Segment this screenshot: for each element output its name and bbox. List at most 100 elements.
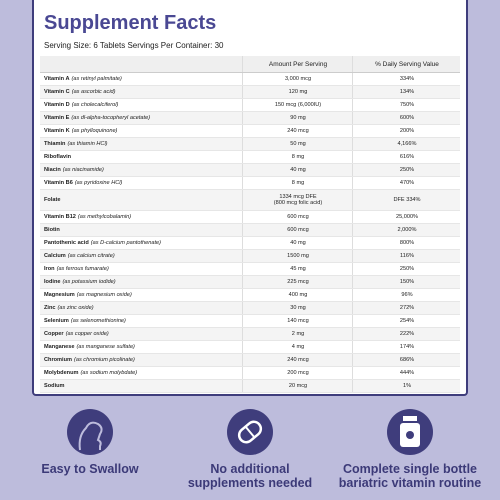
dv-cell: 600%: [352, 112, 461, 124]
dv-cell: 616%: [352, 151, 461, 163]
amount: 140 mcg: [287, 318, 309, 324]
nutrient-source: (as calcium citrate): [67, 253, 115, 259]
table-row: Selenium (as selenomethionine) 140 mcg 254%: [40, 315, 460, 328]
amount: 40 mg: [290, 167, 306, 173]
table-row: Iodine (as potassium iodide) 225 mcg 150%: [40, 276, 460, 289]
amount-cell: 200 mcg: [242, 367, 353, 379]
nutrient-source: (as pyridoxine HCl): [74, 180, 123, 186]
dv-cell: 150%: [352, 276, 461, 288]
nutrient-cell: Vitamin C (as ascorbic acid): [44, 86, 242, 98]
table-row: Pantothenic acid (as D-calcium pantothena…: [40, 237, 460, 250]
amount-cell: 90 mg: [242, 112, 353, 124]
nutrient-name: Vitamin C: [44, 89, 70, 95]
feature-text: Easy to Swallow: [41, 462, 139, 476]
nutrient-source: (as phylloquinone): [71, 128, 118, 134]
nutrient-cell: Biotin: [44, 224, 242, 236]
table-row: Vitamin D (as cholecalciferol) 150 mcg (6,…: [40, 99, 460, 112]
daily-value: 250%: [399, 167, 415, 173]
daily-value: 134%: [399, 89, 415, 95]
daily-value: 1%: [402, 383, 412, 389]
nutrient-name: Folate: [44, 197, 61, 203]
amount-cell: 120 mg: [242, 86, 353, 98]
amount: 40 mg: [290, 240, 306, 246]
amount-cell: 600 mcg: [242, 224, 353, 236]
nutrient-source: (as dl-alpha-tocopheryl acetate): [71, 115, 151, 121]
amount: 150 mcg (6,000IU): [274, 102, 322, 108]
amount-cell: 140 mcg: [242, 315, 353, 327]
amount: 90 mg: [290, 115, 306, 121]
amount-cell: 20 mcg: [242, 380, 353, 392]
nutrient-name: Vitamin D: [44, 102, 70, 108]
amount: 20 mcg: [288, 383, 308, 389]
dv-cell: 686%: [352, 354, 461, 366]
amount: 240 mcg: [287, 357, 309, 363]
pill-icon: [227, 409, 273, 455]
daily-value: 250%: [399, 266, 415, 272]
nutrient-name: Vitamin K: [44, 128, 70, 134]
daily-value: 2,000%: [397, 227, 417, 233]
amount-cell: 8 mg: [242, 177, 353, 189]
column-header: % Daily Serving Value: [352, 56, 461, 72]
nutrient-name: Zinc: [44, 305, 56, 311]
nutrient-cell: Vitamin K (as phylloquinone): [44, 125, 242, 137]
daily-value: 116%: [400, 253, 414, 259]
nutrient-name: Calcium: [44, 253, 66, 259]
amount: 8 mg: [291, 154, 305, 160]
amount: 240 mcg: [287, 128, 309, 134]
feature-text: supplements needed: [187, 476, 313, 490]
dv-cell: 444%: [352, 367, 461, 379]
dv-cell: 250%: [352, 263, 461, 275]
nutrient-cell: Magnesium (as magnesium oxide): [44, 289, 242, 301]
amount-cell: 150 mcg (6,000IU): [242, 99, 353, 111]
nutrient-cell: Vitamin A (as retinyl palmitate): [44, 73, 242, 85]
daily-value: 444%: [399, 370, 415, 376]
nutrient-cell: Selenium (as selenomethionine): [44, 315, 242, 327]
daily-value: 174%: [399, 344, 415, 350]
table-row: Manganese (as manganese sulfate) 4 mg 174%: [40, 341, 460, 354]
amount-cell: 40 mg: [242, 237, 353, 249]
amount: 400 mg: [288, 292, 308, 298]
nutrient-name: Iron: [44, 266, 55, 272]
daily-value: 222%: [399, 331, 415, 337]
amount-cell: 3,000 mcg: [242, 73, 353, 85]
amount-cell: 1334 mcg DFE (800 mcg folic acid): [242, 190, 353, 210]
feature-text: No additional: [210, 462, 290, 476]
column-header: Amount Per Serving: [242, 56, 353, 72]
table-row: Vitamin B12 (as methylcobalamin) 600 mcg 25…: [40, 211, 460, 224]
table-row: Niacin (as niacinamide) 40 mg 250%: [40, 164, 460, 177]
nutrient-name: Riboflavin: [44, 154, 72, 160]
dv-cell: 250%: [352, 164, 461, 176]
nutrient-source: (as selenomethionine): [70, 318, 126, 324]
nutrient-source: (as chromium picolinate): [73, 357, 135, 363]
dv-cell: 25,000%: [352, 211, 461, 223]
nutrient-cell: Pantothenic acid (as D-calcium pantothena…: [44, 237, 242, 249]
nutrient-cell: Calcium (as calcium citrate): [44, 250, 242, 262]
table-row: Biotin 600 mcg 2,000%: [40, 224, 460, 237]
daily-value: 200%: [399, 128, 415, 134]
dv-cell: 4,166%: [352, 138, 461, 150]
table-row: Copper (as copper oxide) 2 mg 222%: [40, 328, 460, 341]
nutrient-source: (as sodium molybdate): [80, 370, 138, 376]
table-row: Vitamin B6 (as pyridoxine HCl) 8 mg 470%: [40, 177, 460, 190]
nutrient-source: (as copper oxide): [65, 331, 109, 337]
amount: 1500 mg: [287, 253, 309, 259]
nutrient-cell: Folate: [44, 190, 242, 210]
nutrient-source: (as methylcobalamin): [77, 214, 132, 220]
serving-info: Serving Size: 6 Tablets Servings Per Con…: [44, 41, 224, 50]
dv-cell: 116%: [352, 250, 461, 262]
amount: 225 mcg: [287, 279, 309, 285]
nutrient-cell: Manganese (as manganese sulfate): [44, 341, 242, 353]
amount: 600 mcg: [287, 227, 309, 233]
table-row: Calcium (as calcium citrate) 1500 mg 116%: [40, 250, 460, 263]
facts-table: Amount Per Serving % Daily Serving Value…: [40, 56, 460, 393]
table-row: Molybdenum (as sodium molybdate) 200 mcg 44…: [40, 367, 460, 380]
nutrient-cell: Copper (as copper oxide): [44, 328, 242, 340]
amount-cell: 50 mg: [242, 138, 353, 150]
dv-cell: 222%: [352, 328, 461, 340]
daily-value: 4,166%: [397, 141, 417, 147]
nutrient-cell: Niacin (as niacinamide): [44, 164, 242, 176]
nutrient-source: (as thiamin HCl): [67, 141, 108, 147]
nutrient-cell: Thiamin (as thiamin HCl): [44, 138, 242, 150]
